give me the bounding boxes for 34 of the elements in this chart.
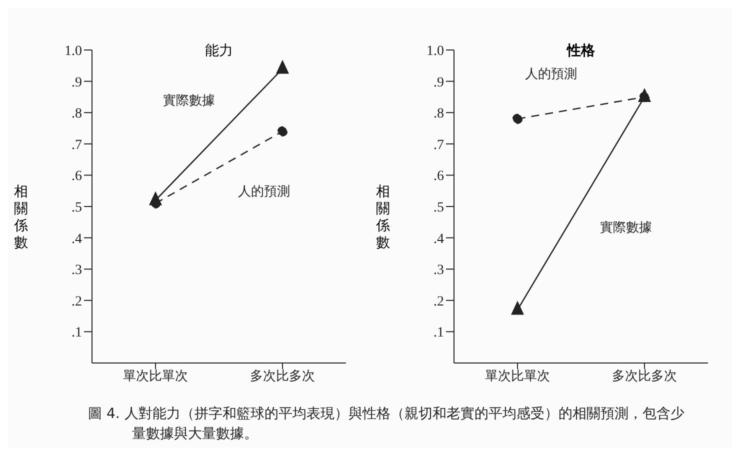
y-tick-label: .5 <box>434 200 444 216</box>
y-tick-label: .6 <box>72 169 82 184</box>
y-tick-label: .8 <box>434 106 444 122</box>
chart-title: 性格 <box>565 42 596 60</box>
series-label: 實際數據 <box>600 220 652 236</box>
series-label: 實際數據 <box>163 94 215 109</box>
y-tick-label: .3 <box>434 263 444 278</box>
y-tick-label: .9 <box>72 75 82 90</box>
y-tick-label: .4 <box>72 232 82 247</box>
x-tick-label: 多次比多次 <box>250 369 315 384</box>
y-tick-label: .9 <box>434 75 444 90</box>
chart-title: 能力 <box>204 42 234 60</box>
point <box>277 126 288 137</box>
series-label: 人的預測 <box>238 184 290 200</box>
y-tick-label: .7 <box>72 138 82 153</box>
y-tick-label: .3 <box>72 263 82 278</box>
x-tick-label: 單次比單次 <box>123 369 188 384</box>
y-tick-label: .1 <box>72 326 82 341</box>
y-tick-label: .4 <box>434 232 444 247</box>
y-tick-label: .2 <box>434 294 444 310</box>
x-tick-label: 多次比多次 <box>612 369 677 384</box>
y-axis-title: 相關係數 <box>375 184 391 252</box>
y-tick-label: .8 <box>72 106 82 122</box>
text: 人的預測 <box>525 66 577 82</box>
y-tick-label: 1.0 <box>426 44 444 59</box>
y-tick-label: 1.0 <box>64 44 82 59</box>
y-tick-label: .1 <box>434 326 444 341</box>
y-tick-label: .5 <box>72 200 82 216</box>
y-tick-label: .6 <box>434 169 444 184</box>
caption: 圖 4. 人對能力（拼字和籃球的平均表現）與性格（親切和老實的平均感受）的相關預測，包含少量數據與大量數據。 <box>88 405 686 444</box>
x-tick-label: 單次比單次 <box>485 369 550 384</box>
y-tick-label: .7 <box>434 138 444 153</box>
y-axis-title: 相關係數 <box>13 184 29 252</box>
y-tick-label: .2 <box>72 294 82 310</box>
